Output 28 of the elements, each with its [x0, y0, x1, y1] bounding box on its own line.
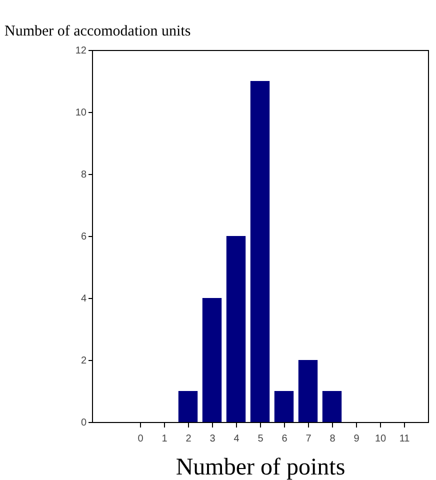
x-tick-label: 4 [234, 434, 240, 444]
bar [322, 391, 342, 422]
bar [250, 81, 270, 422]
x-tick-label: 11 [399, 434, 410, 444]
bar [178, 391, 198, 422]
x-tick-label: 0 [138, 434, 144, 444]
x-tick-label: 9 [354, 434, 360, 444]
y-tick-label: 6 [80, 232, 87, 242]
x-tick-label: 8 [330, 434, 336, 444]
y-tick-label: 12 [75, 46, 87, 56]
y-tick-label: 0 [80, 418, 87, 428]
x-tick-label: 1 [162, 434, 168, 444]
x-tick-label: 3 [210, 434, 216, 444]
y-tick-label: 2 [80, 356, 87, 366]
bar [202, 298, 222, 422]
x-tick-label: 2 [186, 434, 192, 444]
x-tick-label: 10 [374, 434, 386, 444]
bar [274, 391, 294, 422]
x-tick-label: 5 [258, 434, 264, 444]
bar [298, 360, 318, 422]
y-tick-label: 8 [80, 170, 87, 180]
x-tick-label: 7 [306, 434, 312, 444]
x-tick-label: 6 [282, 434, 288, 444]
y-tick-label: 4 [80, 294, 87, 304]
bar [226, 236, 246, 422]
x-axis-title: Number of points [176, 454, 346, 480]
y-tick-label: 10 [75, 108, 87, 118]
y-axis-title: Number of accomodation units [4, 24, 191, 40]
